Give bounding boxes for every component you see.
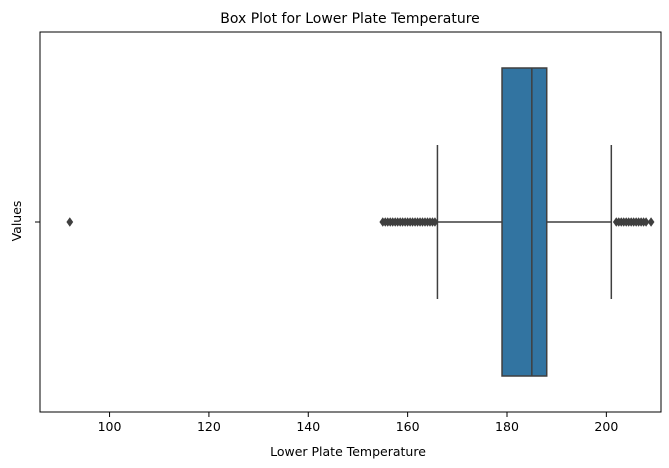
outlier-point [431,217,439,227]
y-axis-label: Values [9,201,24,242]
x-tick-label: 100 [98,419,122,434]
outlier-point [642,217,650,227]
x-tick-label: 200 [594,419,618,434]
chart-title: Box Plot for Lower Plate Temperature [220,11,480,27]
outlier-point [66,217,74,227]
iqr-box [501,67,548,377]
x-tick-label: 120 [197,419,221,434]
outlier-point [647,217,655,227]
x-axis-label: Lower Plate Temperature [270,444,426,459]
x-tick-label: 140 [296,419,320,434]
x-tick-label: 160 [396,419,420,434]
x-tick-label: 180 [495,419,519,434]
